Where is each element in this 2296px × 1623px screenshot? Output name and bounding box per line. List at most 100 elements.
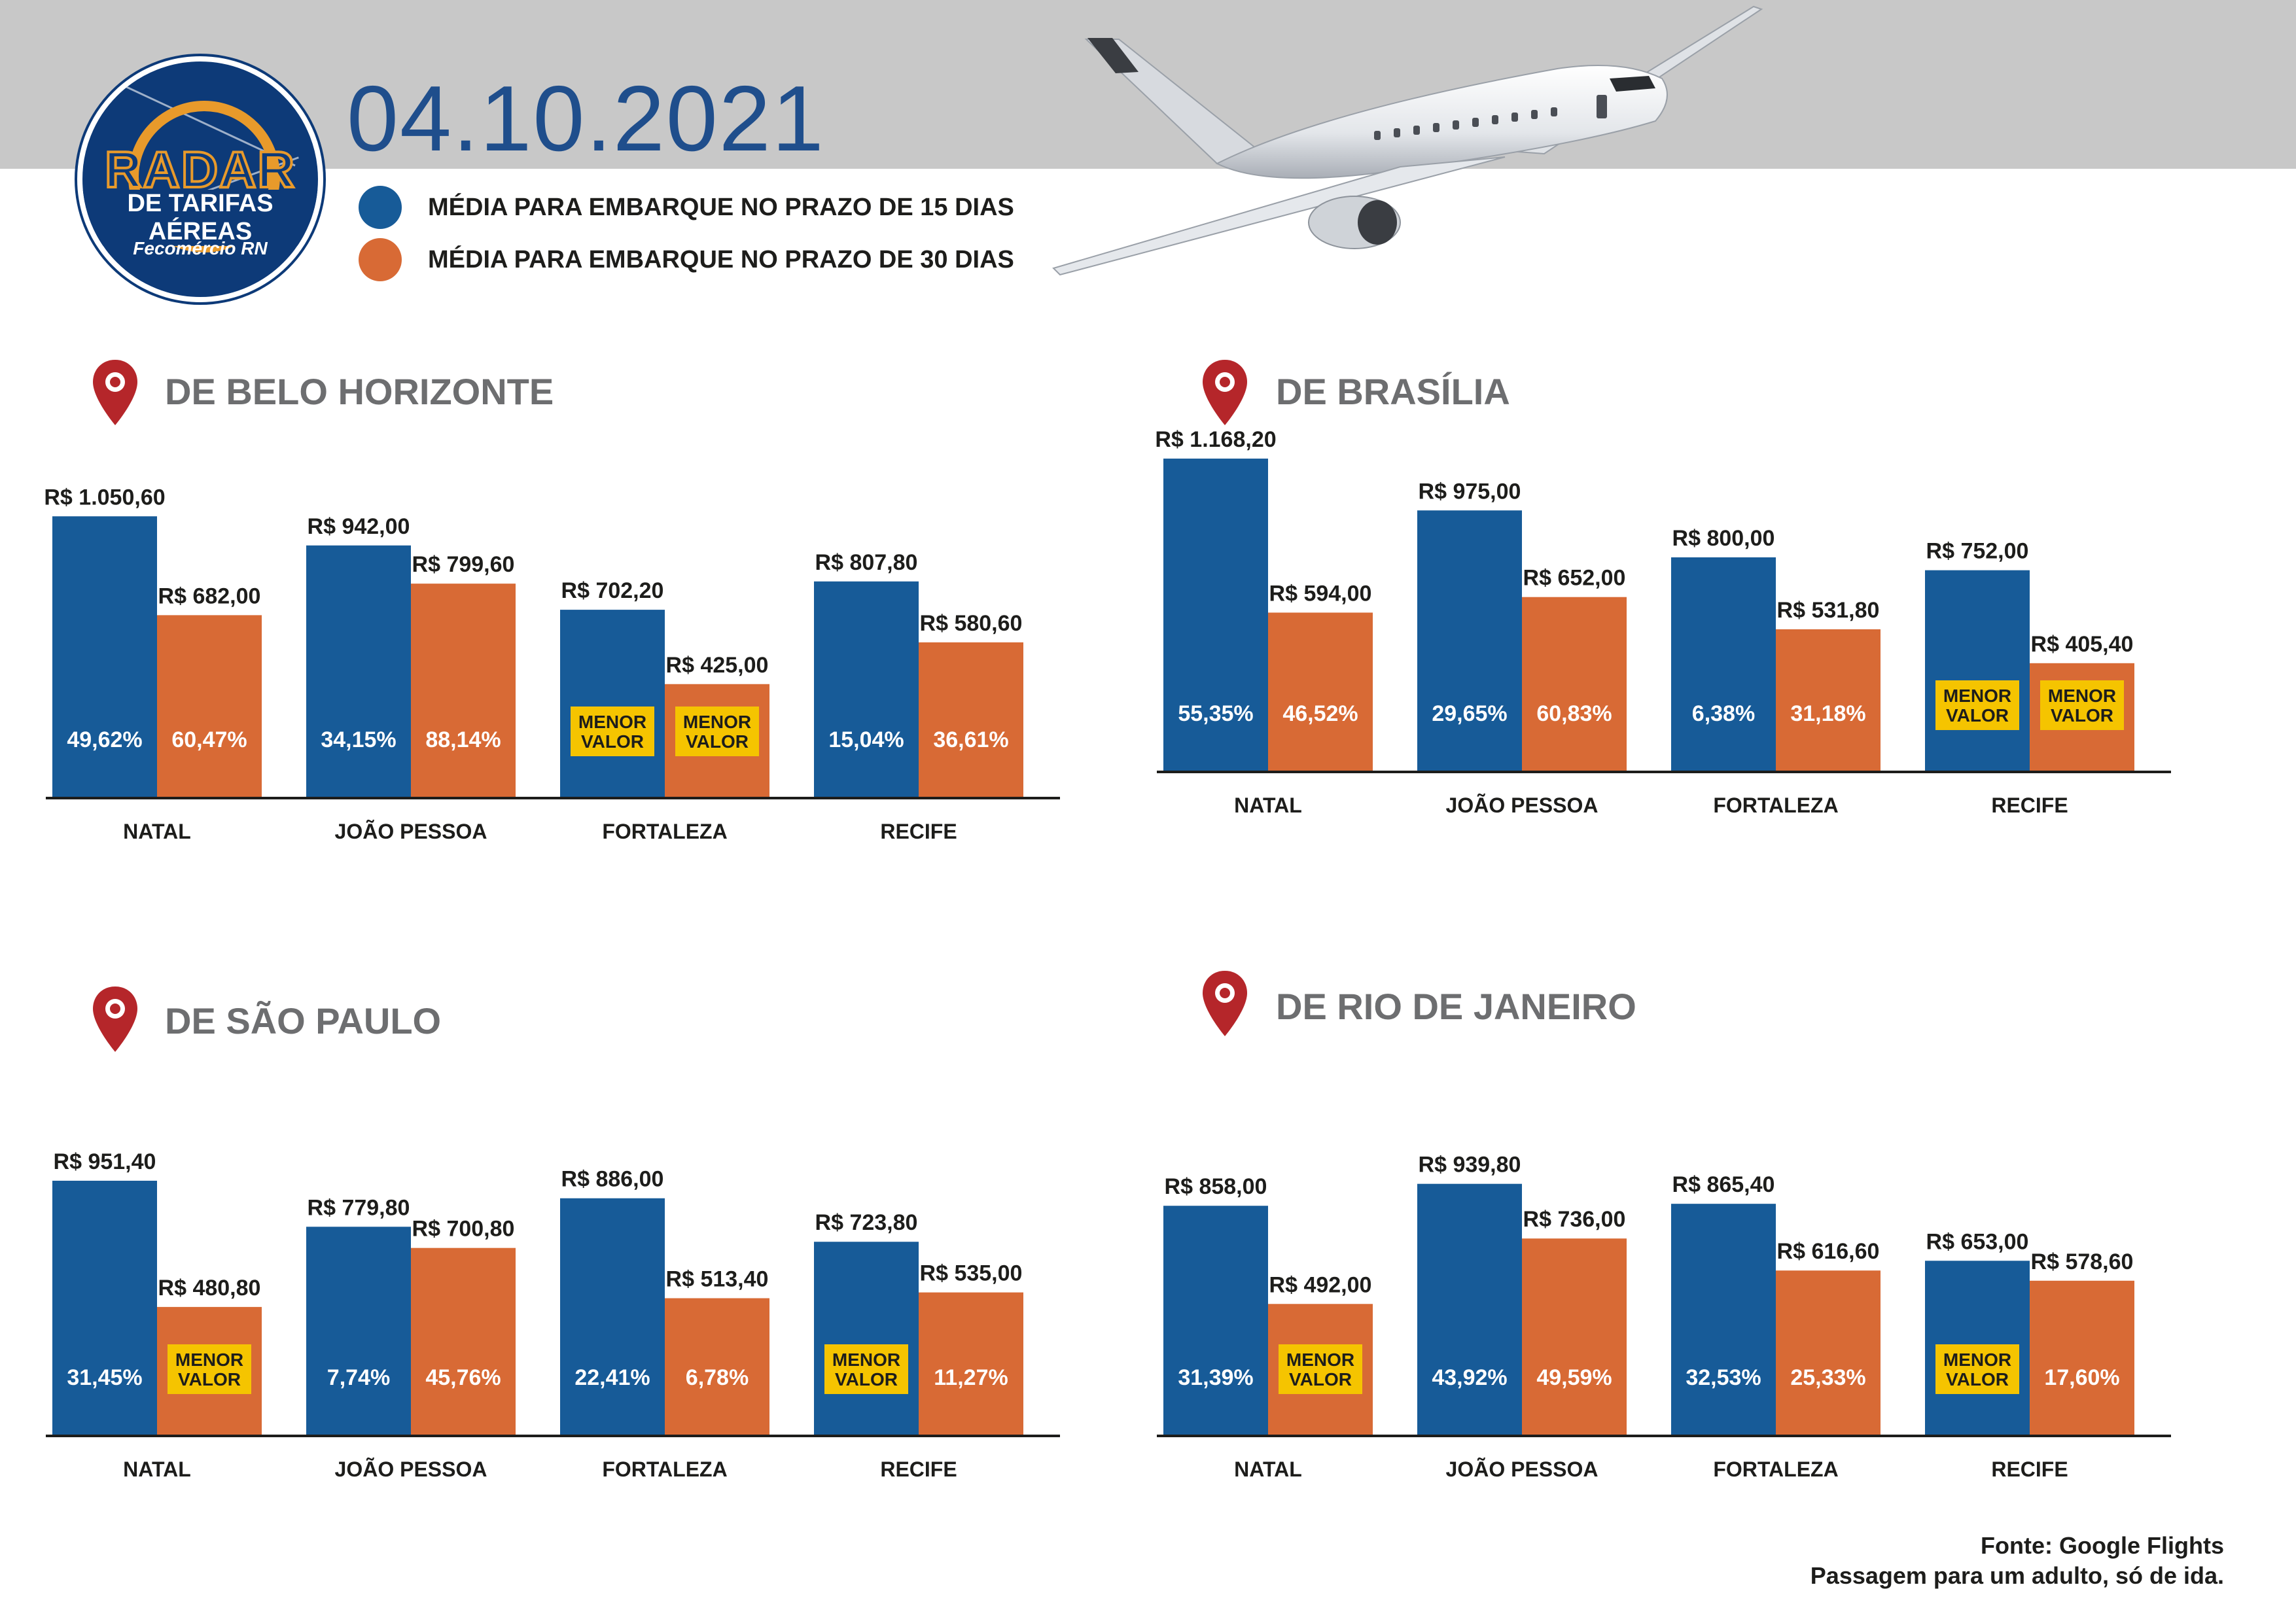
badge-text: VALOR bbox=[1946, 1369, 2009, 1389]
variation-label: 6,38% bbox=[1692, 701, 1755, 726]
bar-natal-30-days bbox=[1268, 612, 1373, 772]
logo-brand: Fecomércio RN bbox=[133, 238, 268, 258]
badge-text: MENOR bbox=[683, 712, 751, 732]
value-label: R$ 594,00 bbox=[1269, 581, 1372, 606]
variation-label: 31,45% bbox=[67, 1365, 142, 1390]
badge-text: MENOR bbox=[1943, 686, 2011, 706]
bar-fortaleza-30-days bbox=[1776, 1270, 1881, 1436]
lowest-value-badge bbox=[1279, 1344, 1362, 1394]
variation-label: 29,65% bbox=[1432, 701, 1507, 726]
fare-note: Passagem para um adulto, só de ida. bbox=[1810, 1562, 2224, 1589]
badge-text: MENOR bbox=[175, 1350, 243, 1370]
value-label: R$ 682,00 bbox=[158, 584, 261, 608]
bar-fortaleza-30-days bbox=[665, 1298, 769, 1436]
category-label: FORTALEZA bbox=[602, 820, 727, 843]
category-label: RECIFE bbox=[880, 820, 957, 843]
value-label: R$ 800,00 bbox=[1672, 526, 1775, 551]
report-date: 04.10.2021 bbox=[347, 67, 825, 171]
value-label: R$ 535,00 bbox=[920, 1261, 1023, 1286]
value-label: R$ 858,00 bbox=[1165, 1174, 1267, 1199]
value-label: R$ 865,40 bbox=[1672, 1172, 1775, 1197]
bar-natal-15-days bbox=[52, 516, 157, 798]
bar-recife-30-days bbox=[919, 642, 1023, 798]
value-label: R$ 723,80 bbox=[815, 1210, 918, 1235]
value-label: R$ 807,80 bbox=[815, 550, 918, 575]
value-label: R$ 752,00 bbox=[1926, 539, 2029, 564]
variation-label: 11,27% bbox=[934, 1365, 1008, 1390]
badge-text: VALOR bbox=[835, 1369, 898, 1389]
bar-fortaleza-15-days bbox=[1671, 1204, 1776, 1436]
value-label: R$ 736,00 bbox=[1523, 1207, 1626, 1232]
location-pin-icon bbox=[1203, 360, 1247, 425]
value-label: R$ 492,00 bbox=[1269, 1272, 1372, 1297]
variation-label: 31,39% bbox=[1178, 1365, 1253, 1390]
value-label: R$ 700,80 bbox=[412, 1217, 515, 1242]
panel-title-sao-paulo: DE SÃO PAULO bbox=[165, 1000, 442, 1041]
bar-joao-pessoa-15-days bbox=[306, 1227, 411, 1436]
variation-label: 34,15% bbox=[321, 727, 396, 752]
category-label: FORTALEZA bbox=[1713, 794, 1838, 817]
variation-label: 49,59% bbox=[1536, 1365, 1612, 1390]
legend-item-15-days: MÉDIA PARA EMBARQUE NO PRAZO DE 15 DIAS bbox=[359, 184, 1014, 230]
legend-blue-dot bbox=[359, 186, 402, 229]
category-label: RECIFE bbox=[1991, 794, 2068, 817]
value-label: R$ 578,60 bbox=[2031, 1249, 2134, 1274]
value-label: R$ 1.050,60 bbox=[44, 485, 165, 510]
category-label: FORTALEZA bbox=[1713, 1457, 1838, 1481]
value-label: R$ 975,00 bbox=[1419, 479, 1521, 504]
category-label: FORTALEZA bbox=[602, 1457, 727, 1481]
category-label: JOÃO PESSOA bbox=[1446, 1457, 1598, 1481]
bar-natal-15-days bbox=[1163, 459, 1268, 772]
value-label: R$ 652,00 bbox=[1523, 566, 1626, 591]
location-pin-icon bbox=[93, 360, 137, 425]
category-label: JOÃO PESSOA bbox=[335, 820, 487, 843]
bar-recife-30-days bbox=[919, 1292, 1023, 1436]
legend-label: MÉDIA PARA EMBARQUE NO PRAZO DE 15 DIAS bbox=[428, 193, 1014, 221]
value-label: R$ 653,00 bbox=[1926, 1229, 2029, 1254]
panel-title-brasilia: DE BRASÍLIA bbox=[1276, 371, 1510, 412]
category-label: NATAL bbox=[1234, 794, 1302, 817]
value-label: R$ 886,00 bbox=[561, 1167, 664, 1192]
logo-radar-word: RADAR bbox=[103, 139, 296, 200]
location-pin-icon bbox=[93, 986, 137, 1052]
value-label: R$ 942,00 bbox=[308, 514, 410, 539]
variation-label: 22,41% bbox=[574, 1365, 650, 1390]
logo-tarifas-word: DE TARIFAS AÉREAS bbox=[82, 190, 318, 246]
value-label: R$ 799,60 bbox=[412, 552, 515, 577]
legend-label: MÉDIA PARA EMBARQUE NO PRAZO DE 30 DIAS bbox=[428, 245, 1014, 273]
badge-text: MENOR bbox=[1286, 1350, 1354, 1370]
value-label: R$ 1.168,20 bbox=[1155, 427, 1276, 452]
bar-joao-pessoa-30-days bbox=[1522, 597, 1627, 772]
bar-fortaleza-15-days bbox=[1671, 557, 1776, 772]
category-label: RECIFE bbox=[1991, 1457, 2068, 1481]
bar-joao-pessoa-15-days bbox=[306, 545, 411, 798]
location-pin-icon bbox=[1203, 971, 1247, 1036]
bar-chart-belo-horizonte: R$ 1.050,60 49,62% R$ 682,00 60,47% NATAL R$ … bbox=[44, 485, 1060, 843]
radar-logo: RADAR DE TARIFAS AÉREAS Fecomércio RN bbox=[77, 56, 323, 302]
variation-label: 17,60% bbox=[2044, 1365, 2119, 1390]
category-label: NATAL bbox=[1234, 1457, 1302, 1481]
badge-text: VALOR bbox=[686, 731, 749, 752]
panel-title-belo-horizonte: DE BELO HORIZONTE bbox=[165, 371, 554, 412]
category-label: NATAL bbox=[123, 1457, 191, 1481]
bar-recife-15-days bbox=[814, 1242, 919, 1436]
lowest-value-badge bbox=[571, 707, 654, 756]
variation-label: 25,33% bbox=[1790, 1365, 1865, 1390]
category-label: JOÃO PESSOA bbox=[335, 1457, 487, 1481]
variation-label: 43,92% bbox=[1432, 1365, 1507, 1390]
bar-fortaleza-15-days bbox=[560, 610, 665, 798]
bar-chart-brasilia: R$ 1.168,20 55,35% R$ 594,00 46,52% NATAL R$ … bbox=[1155, 427, 2171, 817]
variation-label: 36,61% bbox=[933, 727, 1008, 752]
panel-title-rio-de-janeiro: DE RIO DE JANEIRO bbox=[1276, 986, 1636, 1027]
bar-joao-pessoa-15-days bbox=[1417, 510, 1522, 772]
bar-joao-pessoa-30-days bbox=[411, 1248, 516, 1436]
variation-label: 49,62% bbox=[67, 727, 142, 752]
bar-joao-pessoa-15-days bbox=[1417, 1183, 1522, 1436]
badge-text: VALOR bbox=[1289, 1369, 1352, 1389]
value-label: R$ 939,80 bbox=[1419, 1153, 1521, 1178]
bar-joao-pessoa-30-days bbox=[1522, 1238, 1627, 1436]
variation-label: 31,18% bbox=[1790, 701, 1865, 726]
lowest-value-badge bbox=[675, 707, 759, 756]
variation-label: 88,14% bbox=[425, 727, 501, 752]
